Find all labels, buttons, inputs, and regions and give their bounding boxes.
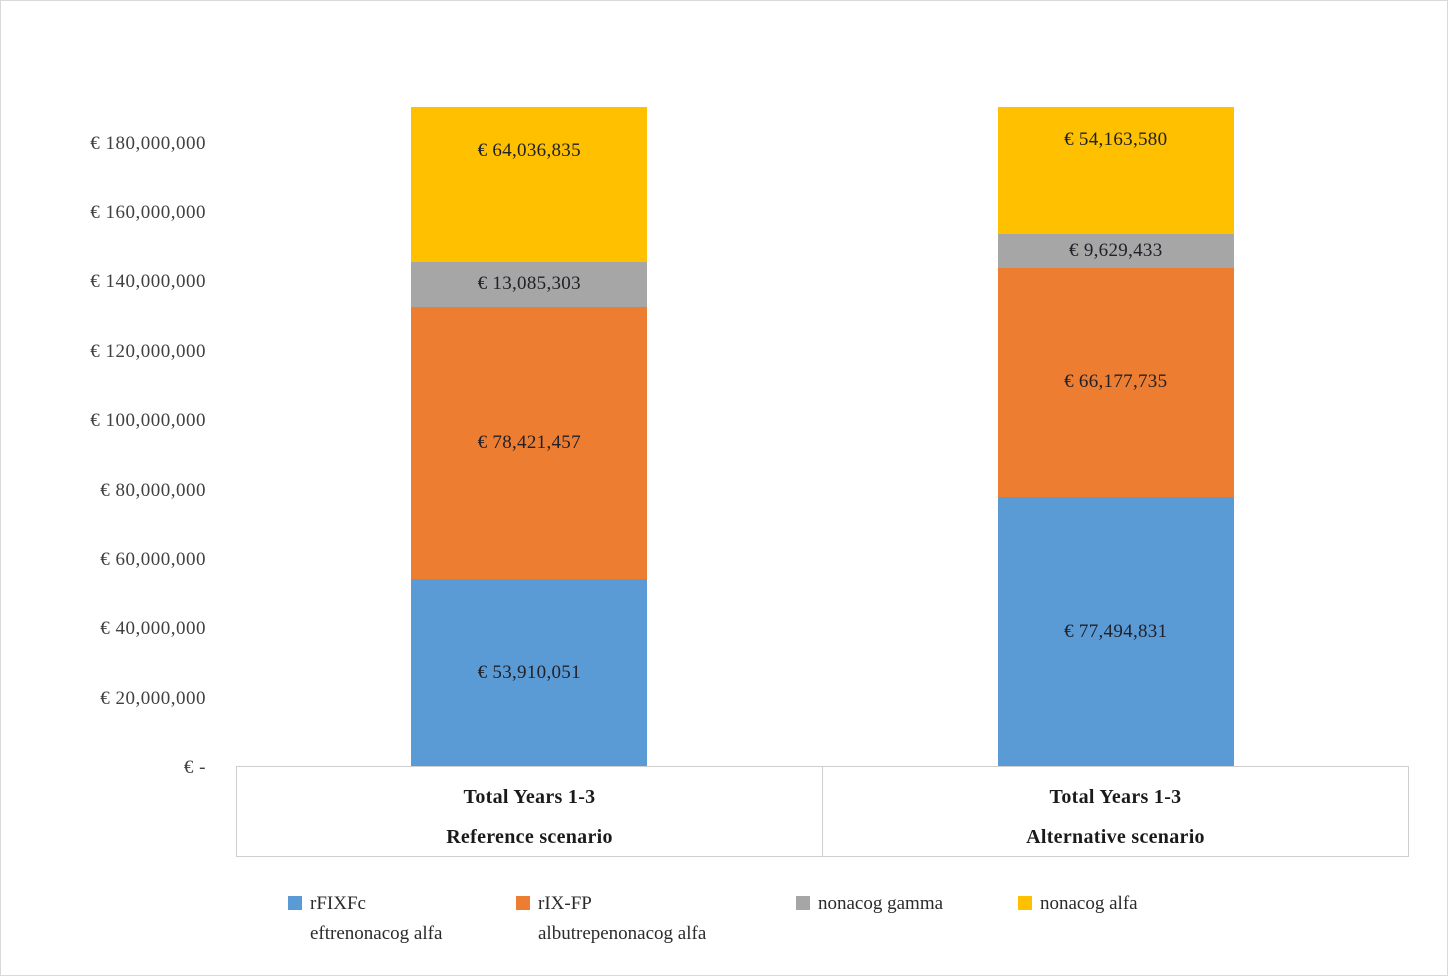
y-axis-tick-label: € 100,000,000 (90, 410, 206, 432)
bar-segment-rfixfc: € 77,494,831 (997, 497, 1234, 766)
category-alternative: Total Years 1-3 Alternative scenario (822, 767, 1408, 856)
bar-value-label: € 13,085,303 (477, 273, 581, 295)
category-label-line2: Reference scenario (446, 826, 613, 848)
legend-item-rfixfc: rFIXFc eftrenonacog alfa (288, 889, 442, 949)
y-axis-tick-label: € 80,000,000 (100, 479, 206, 501)
legend: rFIXFc eftrenonacog alfa rIX-FP albutrepeno… (1, 889, 1447, 964)
bar-value-label: € 54,163,580 (1064, 129, 1168, 151)
stacked-bar-alternative: € 77,494,831 € 66,177,735 € 9,629,433 € 54,… (997, 107, 1234, 766)
x-axis-category-box: Total Years 1-3 Reference scenario Total… (236, 766, 1409, 857)
bar-segment-nonacog-gamma: € 13,085,303 (411, 261, 648, 308)
y-axis-tick-label: € 20,000,000 (100, 687, 206, 709)
category-reference: Total Years 1-3 Reference scenario (237, 767, 822, 856)
legend-swatch-nonacog-alfa (1018, 896, 1032, 910)
legend-swatch-rfixfc (288, 896, 302, 910)
y-axis-tick-label: € 140,000,000 (90, 271, 206, 293)
category-label-line1: Total Years 1-3 (1049, 786, 1182, 808)
legend-label-rix-fp: rIX-FP albutrepenonacog alfa (538, 893, 707, 944)
category-label-line1: Total Years 1-3 (463, 786, 596, 808)
category-label-line2: Alternative scenario (1026, 826, 1205, 848)
y-axis-tick-label: € 60,000,000 (100, 548, 206, 570)
stacked-bar-reference: € 53,910,051 € 78,421,457 € 13,085,303 € 64… (411, 107, 648, 766)
legend-item-nonacog-gamma: nonacog gamma (796, 889, 943, 919)
bar-segment-nonacog-alfa: € 54,163,580 (997, 107, 1234, 235)
bar-value-label: € 78,421,457 (477, 432, 581, 454)
bar-segment-rfixfc: € 53,910,051 (411, 579, 648, 766)
bar-value-label: € 66,177,735 (1064, 371, 1168, 393)
bar-value-label: € 9,629,433 (1068, 239, 1163, 261)
legend-label-nonacog-gamma: nonacog gamma (818, 893, 944, 914)
legend-label-nonacog-alfa: nonacog alfa (1040, 893, 1138, 914)
y-axis: € - € 20,000,000 € 40,000,000 € 60,000,000 €… (1, 1, 206, 975)
legend-swatch-rix-fp (516, 896, 530, 910)
bar-segment-nonacog-alfa: € 64,036,835 (411, 107, 648, 262)
bar-value-label: € 64,036,835 (477, 139, 581, 161)
bar-segment-rix-fp: € 78,421,457 (411, 307, 648, 580)
bar-segment-nonacog-gamma: € 9,629,433 (997, 234, 1234, 268)
legend-label-rfixfc: rFIXFc eftrenonacog alfa (310, 893, 443, 944)
bar-value-label: € 77,494,831 (1064, 620, 1168, 642)
legend-item-nonacog-alfa: nonacog alfa (1018, 889, 1138, 919)
y-axis-tick-label: € 40,000,000 (100, 618, 206, 640)
bar-value-label: € 53,910,051 (477, 661, 581, 683)
legend-item-rix-fp: rIX-FP albutrepenonacog alfa (516, 889, 706, 949)
y-axis-tick-label: € 160,000,000 (90, 202, 206, 224)
bar-segment-rix-fp: € 66,177,735 (997, 267, 1234, 498)
y-axis-tick-label: € 120,000,000 (90, 340, 206, 362)
y-axis-tick-label: € - (183, 757, 206, 778)
y-axis-tick-label: € 180,000,000 (90, 132, 206, 154)
legend-swatch-nonacog-gamma (796, 896, 810, 910)
